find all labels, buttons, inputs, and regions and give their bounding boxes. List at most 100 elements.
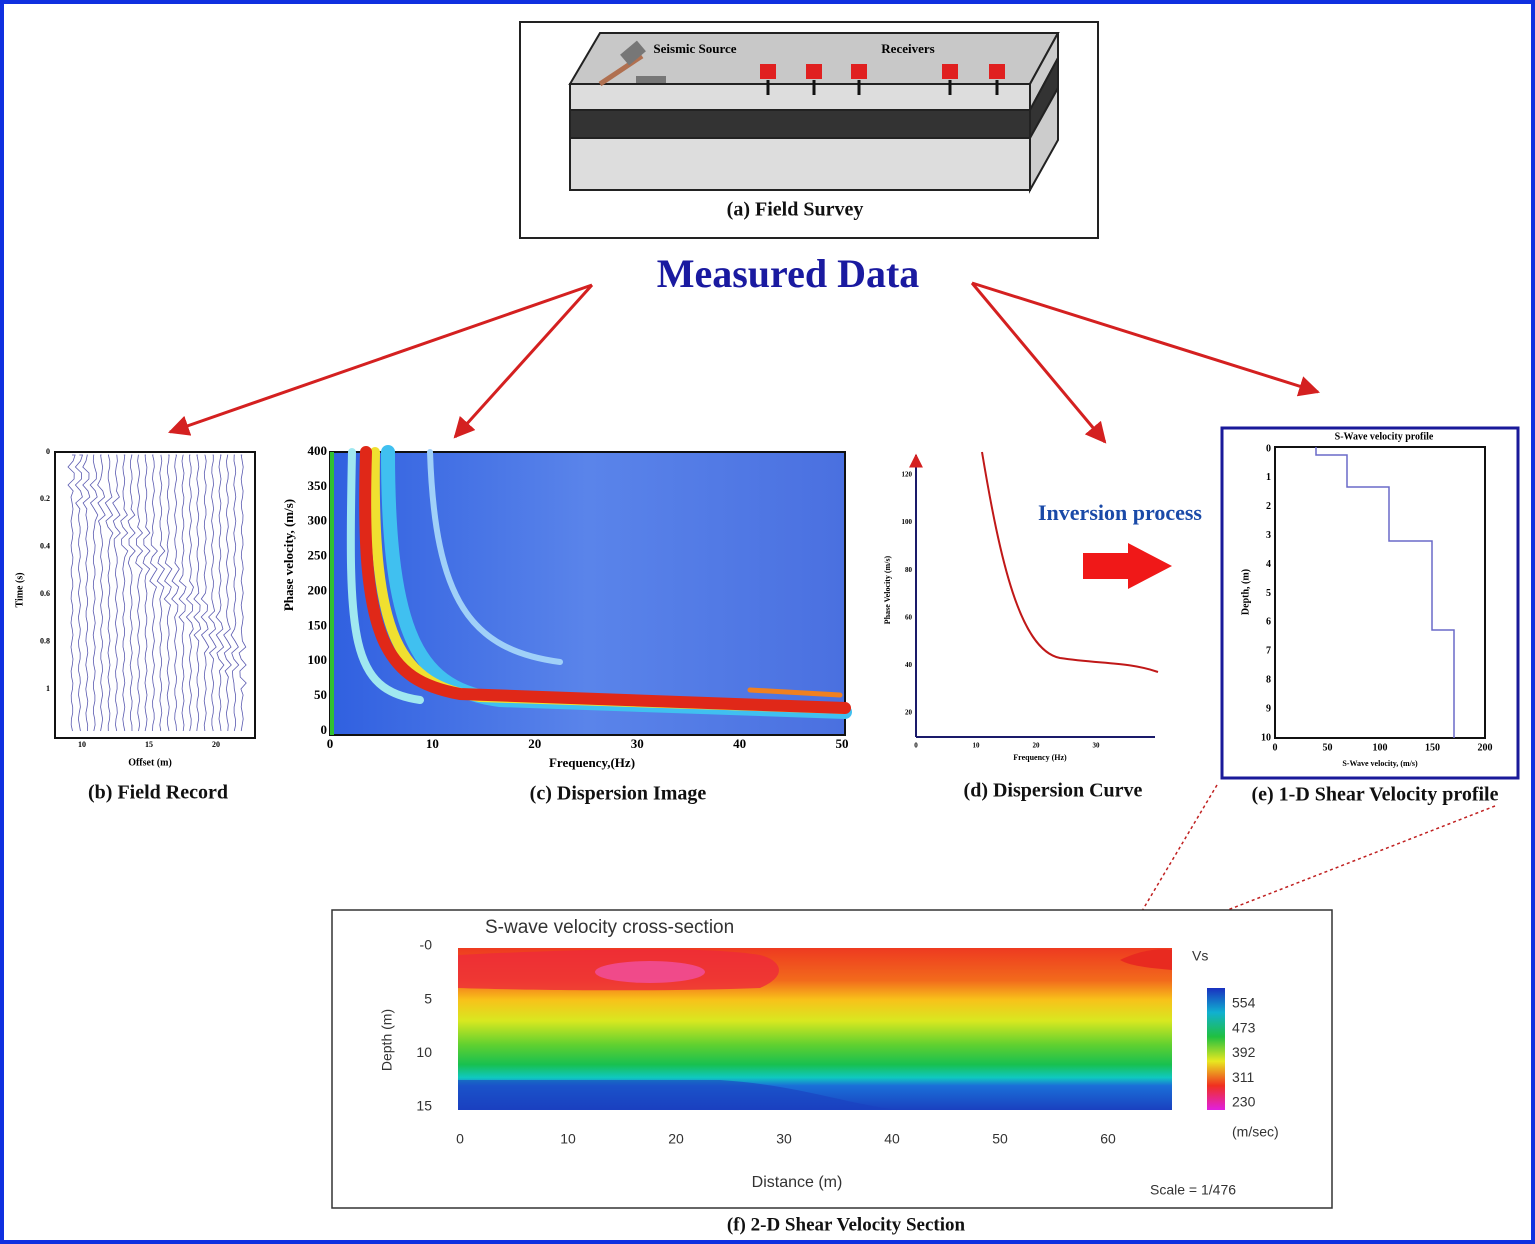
y-tick-label: 100 [308, 652, 328, 667]
y-tick-label: 9 [1266, 703, 1271, 714]
trace [178, 454, 187, 732]
y-tick-label: 0.2 [40, 494, 50, 503]
trace [230, 454, 240, 732]
legend-tick-label: 392 [1232, 1044, 1256, 1060]
y-tick-label: 5 [424, 990, 432, 1006]
x-label: Frequency,(Hz) [549, 755, 635, 770]
cross-section: S-wave velocity cross-section Distance (… [331, 909, 1333, 1235]
y-tick-label: 0 [321, 722, 328, 737]
x-tick-label: 50 [1323, 742, 1333, 753]
trace [135, 454, 144, 732]
caption: (f) 2-D Shear Velocity Section [727, 1214, 966, 1235]
x-label: S-Wave velocity, (m/s) [1342, 759, 1418, 768]
y-tick-label: 4 [1266, 559, 1271, 570]
y-tick-label: 0.6 [40, 589, 50, 598]
y-tick-label: 400 [308, 443, 328, 458]
y-tick-label: 0.8 [40, 636, 50, 645]
main-title: Measured Data [657, 251, 920, 296]
x-tick-label: 30 [631, 736, 644, 751]
trace [149, 454, 158, 732]
x-tick-label: 20 [212, 740, 220, 749]
y-tick-label: 3 [1266, 530, 1271, 541]
trace [74, 454, 84, 732]
trace [156, 454, 166, 732]
y-tick-label: 60 [905, 613, 913, 621]
x-tick-label: 30 [1093, 742, 1101, 750]
plot-title: S-wave velocity cross-section [485, 917, 734, 938]
caption: (a) Field Survey [727, 199, 864, 221]
trace [163, 454, 173, 732]
legend-unit: (m/sec) [1232, 1124, 1279, 1140]
x-tick-label: 20 [668, 1131, 684, 1147]
x-tick-label: 20 [1033, 742, 1041, 750]
y-label: Time (s) [14, 572, 25, 607]
x-label: Offset (m) [128, 757, 172, 768]
y-tick-label: 20 [905, 709, 913, 717]
x-tick-label: 10 [426, 736, 439, 751]
velocity-profile: S-Wave velocity profile S-Wave velocity,… [1220, 426, 1520, 806]
trace [112, 454, 121, 732]
legend-tick-label: 473 [1232, 1019, 1256, 1035]
y-label: Depth (m) [379, 1009, 395, 1071]
x-tick-label: 20 [528, 736, 541, 751]
x-label: Frequency (Hz) [1013, 753, 1067, 762]
trace [171, 454, 180, 732]
x-tick-label: 0 [327, 736, 334, 751]
y-tick-label: -0 [420, 937, 433, 953]
y-tick-label: 40 [905, 661, 913, 669]
x-tick-label: 40 [733, 736, 746, 751]
y-tick-label: 15 [416, 1098, 432, 1114]
y-tick-label: 5 [1266, 588, 1271, 599]
y-tick-label: 120 [902, 471, 913, 479]
x-tick-label: 10 [973, 742, 981, 750]
trace [215, 454, 225, 732]
trace [208, 454, 217, 732]
arrows [168, 281, 1321, 444]
y-tick-label: 1 [46, 684, 50, 693]
receivers-label: Receivers [881, 41, 934, 56]
y-tick-label: 8 [1266, 674, 1271, 685]
legend-tick-label: 230 [1232, 1094, 1256, 1110]
x-tick-label: 0 [456, 1131, 464, 1147]
y-tick-label: 80 [905, 566, 913, 574]
source-label: Seismic Source [653, 41, 736, 56]
caption: (d) Dispersion Curve [964, 780, 1143, 802]
legend-tick-label: 311 [1232, 1069, 1255, 1085]
field-record: (b) Field Record Offset (m) Time (s) 0 0.… [14, 447, 256, 804]
dispersion-curve: Frequency (Hz) Phase Velocity (m/s) (d) … [883, 451, 1159, 802]
x-tick-label: 100 [1373, 742, 1388, 753]
x-tick-label: 50 [836, 736, 849, 751]
trace [223, 454, 232, 732]
trace [82, 454, 91, 732]
trace [97, 454, 106, 732]
legend-title: Vs [1192, 948, 1208, 964]
plot-title: S-Wave velocity profile [1335, 431, 1434, 442]
trace [142, 454, 151, 732]
trace [238, 454, 247, 732]
trace [193, 454, 202, 732]
x-tick-label: 0 [1273, 742, 1278, 753]
x-tick-label: 200 [1478, 742, 1493, 753]
caption: (e) 1-D Shear Velocity profile [1251, 784, 1498, 806]
y-tick-label: 150 [308, 617, 328, 632]
y-tick-label: 250 [308, 548, 328, 563]
inversion-label: Inversion process [1038, 500, 1202, 525]
x-tick-label: 40 [884, 1131, 900, 1147]
caption: (b) Field Record [88, 782, 228, 804]
scale: Scale = 1/476 [1150, 1182, 1236, 1198]
y-tick-label: 0 [1266, 443, 1271, 454]
legend-tick-label: 554 [1232, 995, 1256, 1011]
y-tick-label: 100 [902, 518, 913, 526]
y-tick-label: 7 [1266, 646, 1271, 657]
y-tick-label: 200 [308, 582, 328, 597]
y-tick-label: 10 [1261, 732, 1271, 743]
x-tick-label: 30 [776, 1131, 792, 1147]
x-tick-label: 60 [1100, 1131, 1116, 1147]
y-tick-label: 1 [1266, 472, 1271, 483]
trace [104, 454, 114, 732]
x-tick-label: 150 [1425, 742, 1440, 753]
x-tick-label: 50 [992, 1131, 1008, 1147]
y-tick-label: 300 [308, 513, 328, 528]
